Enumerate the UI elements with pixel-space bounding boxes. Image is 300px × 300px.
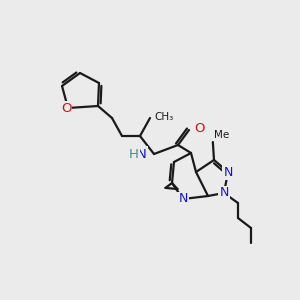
Text: O: O [194,122,205,136]
Text: N: N [219,187,229,200]
Text: N: N [178,193,188,206]
Text: H: H [129,148,139,160]
Text: N: N [223,166,233,178]
Text: Me: Me [214,130,229,140]
Text: CH₃: CH₃ [154,112,173,122]
Text: N: N [137,148,147,160]
Text: O: O [61,103,71,116]
